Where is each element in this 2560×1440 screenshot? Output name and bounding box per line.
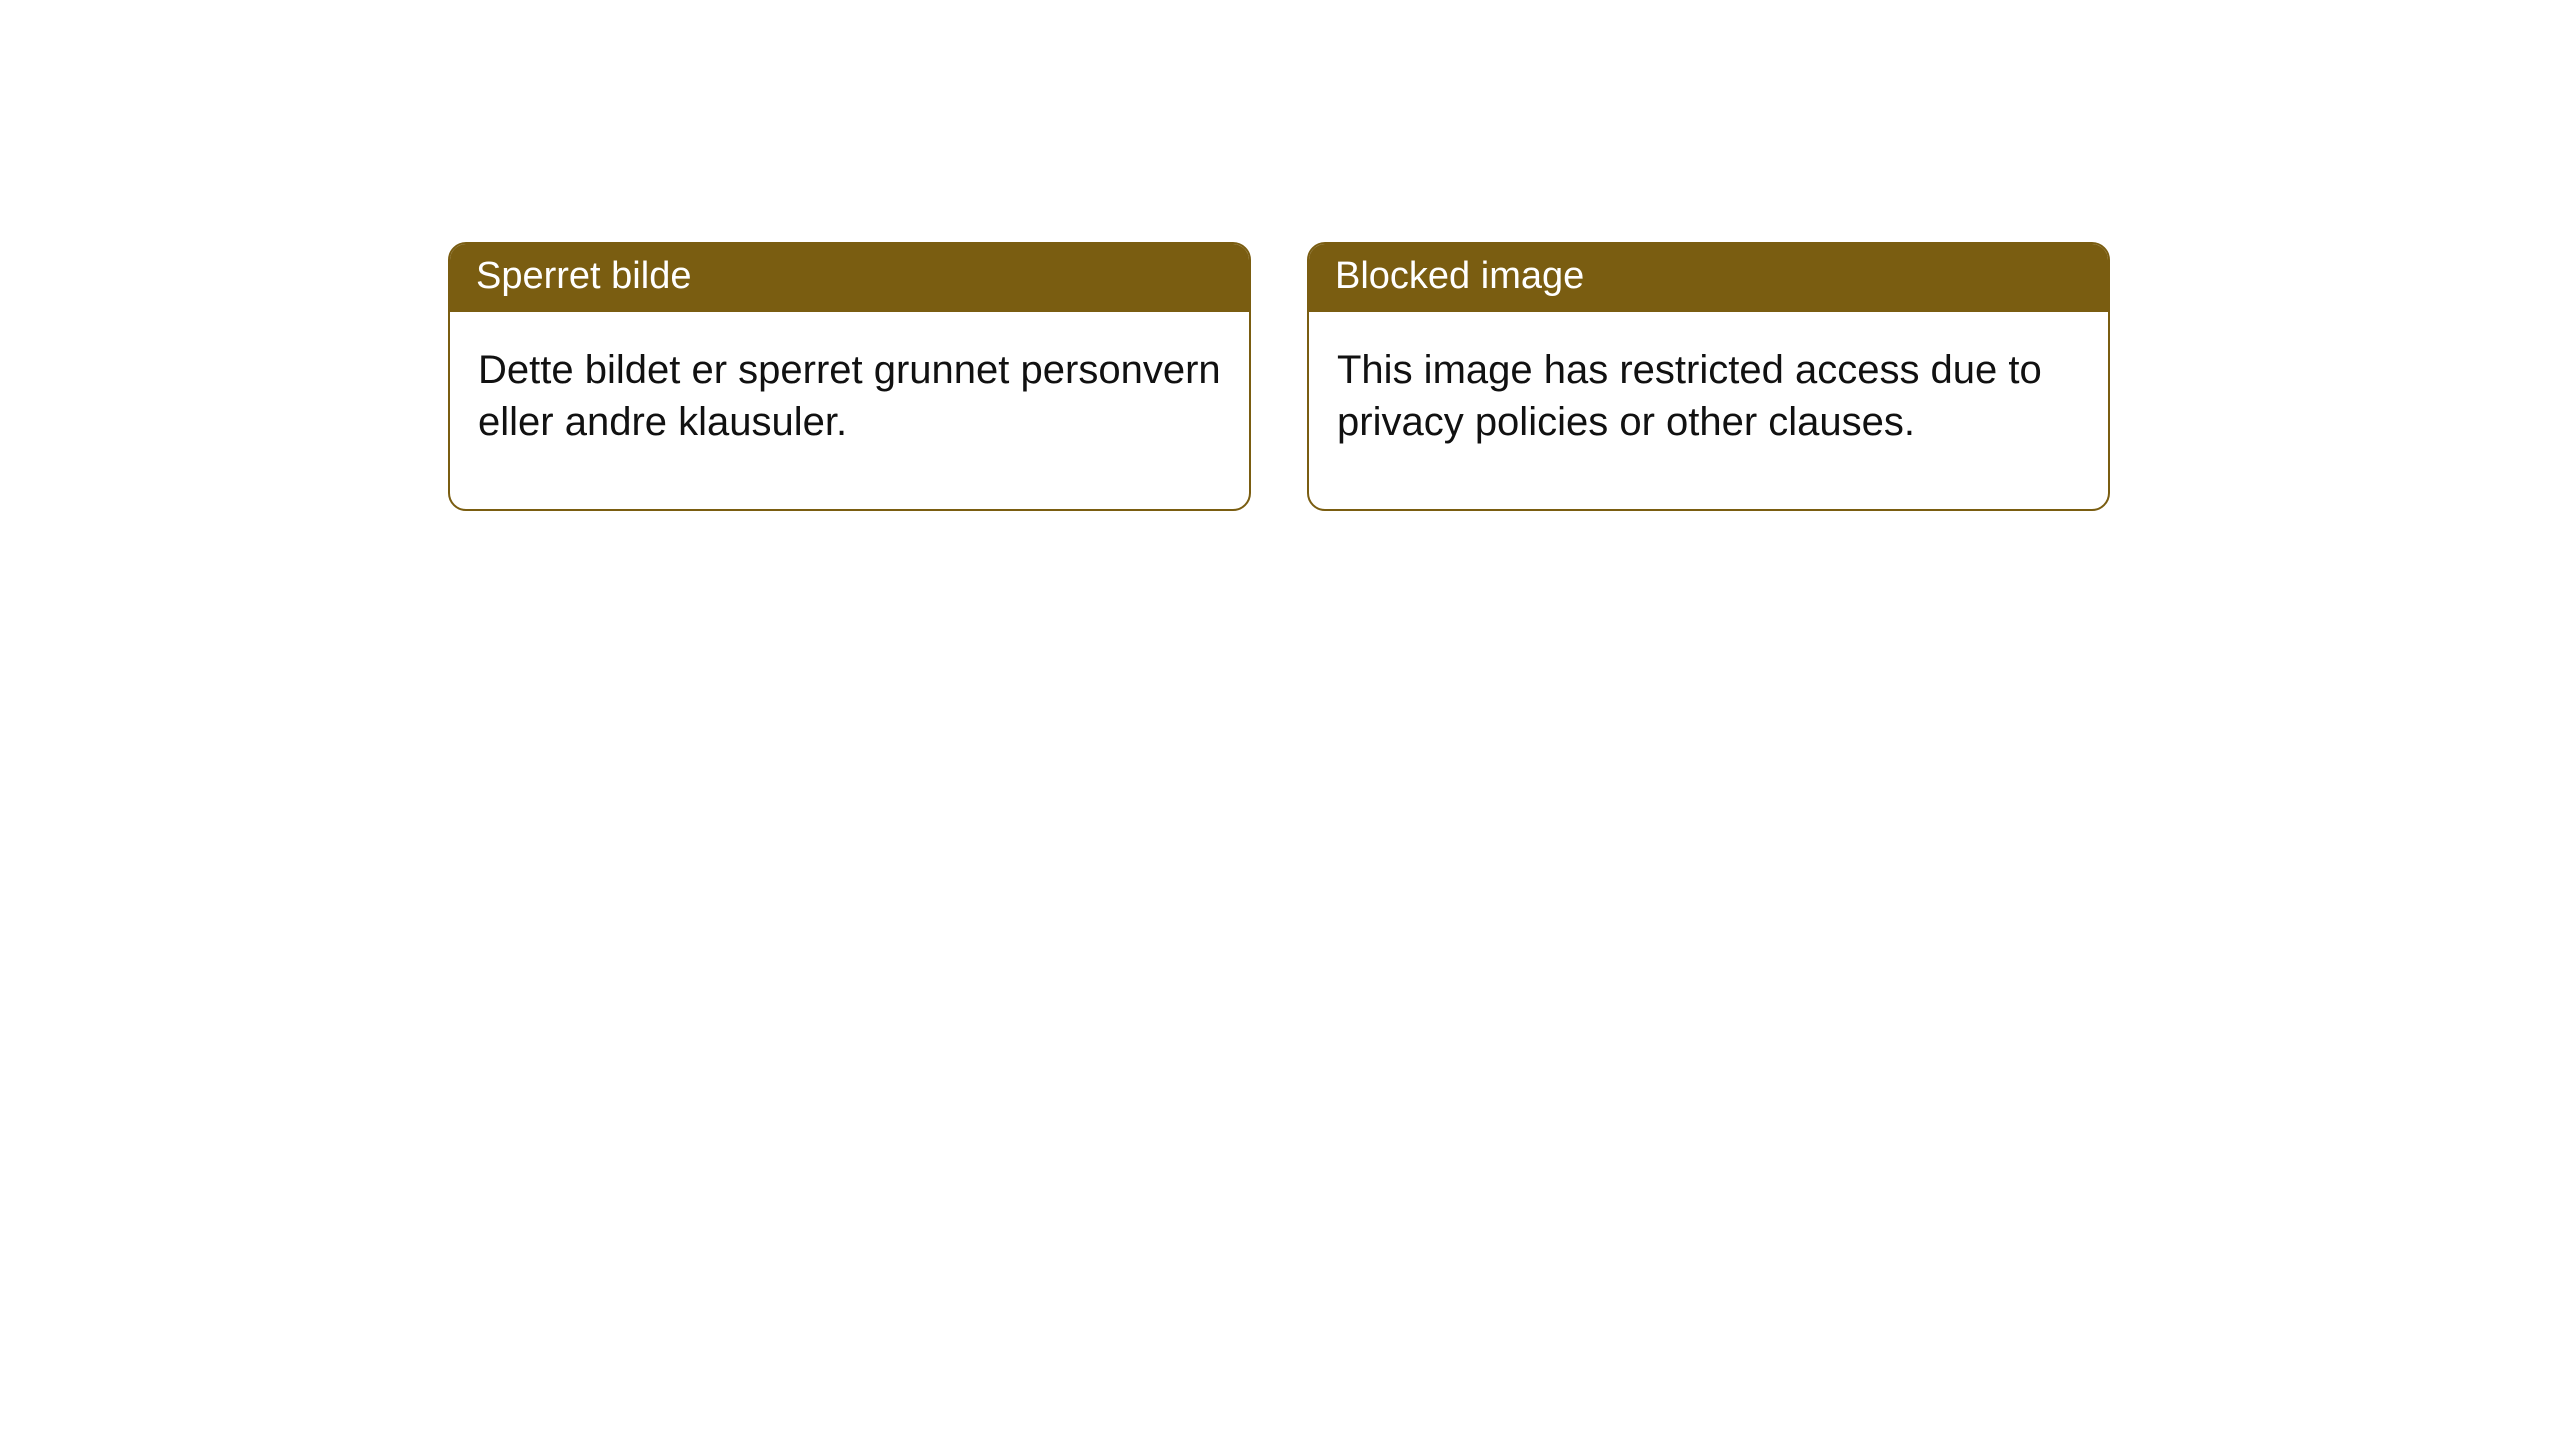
card-body-en: This image has restricted access due to … bbox=[1309, 312, 2108, 510]
blocked-image-card-en: Blocked image This image has restricted … bbox=[1307, 242, 2110, 511]
card-body-no: Dette bildet er sperret grunnet personve… bbox=[450, 312, 1249, 510]
blocked-image-card-no: Sperret bilde Dette bildet er sperret gr… bbox=[448, 242, 1251, 511]
notice-container: Sperret bilde Dette bildet er sperret gr… bbox=[0, 0, 2560, 511]
card-title-en: Blocked image bbox=[1309, 244, 2108, 312]
card-title-no: Sperret bilde bbox=[450, 244, 1249, 312]
